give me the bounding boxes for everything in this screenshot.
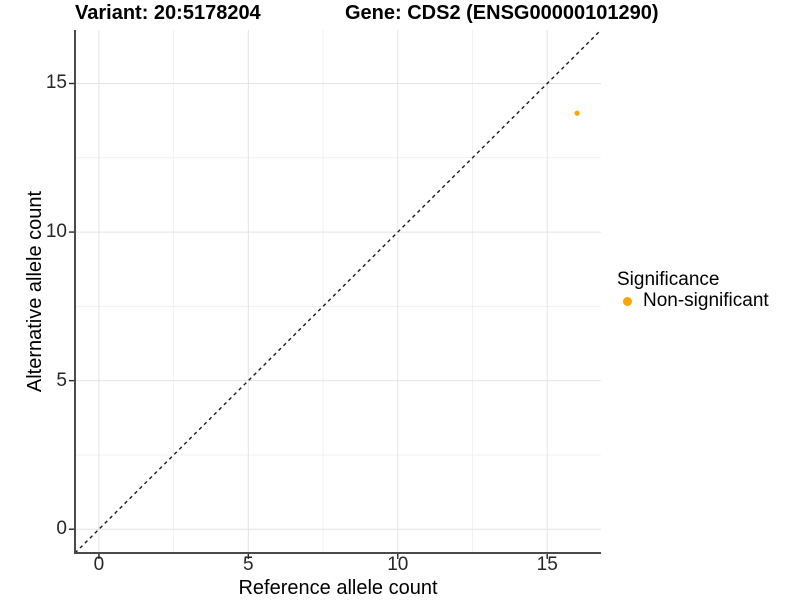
y-tick-label: 5: [56, 369, 67, 391]
legend-entry-label: Non-significant: [643, 290, 769, 311]
x-axis-label: Reference allele count: [238, 577, 438, 599]
legend: Significance Non-significant: [617, 269, 769, 312]
x-tick-label: 5: [243, 554, 254, 575]
y-axis-label: Alternative allele count: [24, 190, 46, 393]
x-tick-label: 10: [387, 554, 409, 575]
plot-title-variant: Variant: 20:5178204: [75, 2, 261, 24]
plot-title-gene: Gene: CDS2 (ENSG00000101290): [345, 2, 659, 24]
y-tick-label: 10: [45, 221, 67, 243]
data-point: [574, 110, 580, 116]
y-tick-label: 15: [45, 72, 67, 94]
x-tick-label: 0: [93, 554, 105, 575]
x-tick-label: 15: [536, 554, 558, 575]
legend-title: Significance: [617, 269, 720, 290]
legend-point-icon: [623, 296, 632, 306]
identity-line: [74, 29, 602, 554]
y-tick-label: 0: [56, 518, 67, 540]
legend-entry: Non-significant: [617, 290, 769, 312]
